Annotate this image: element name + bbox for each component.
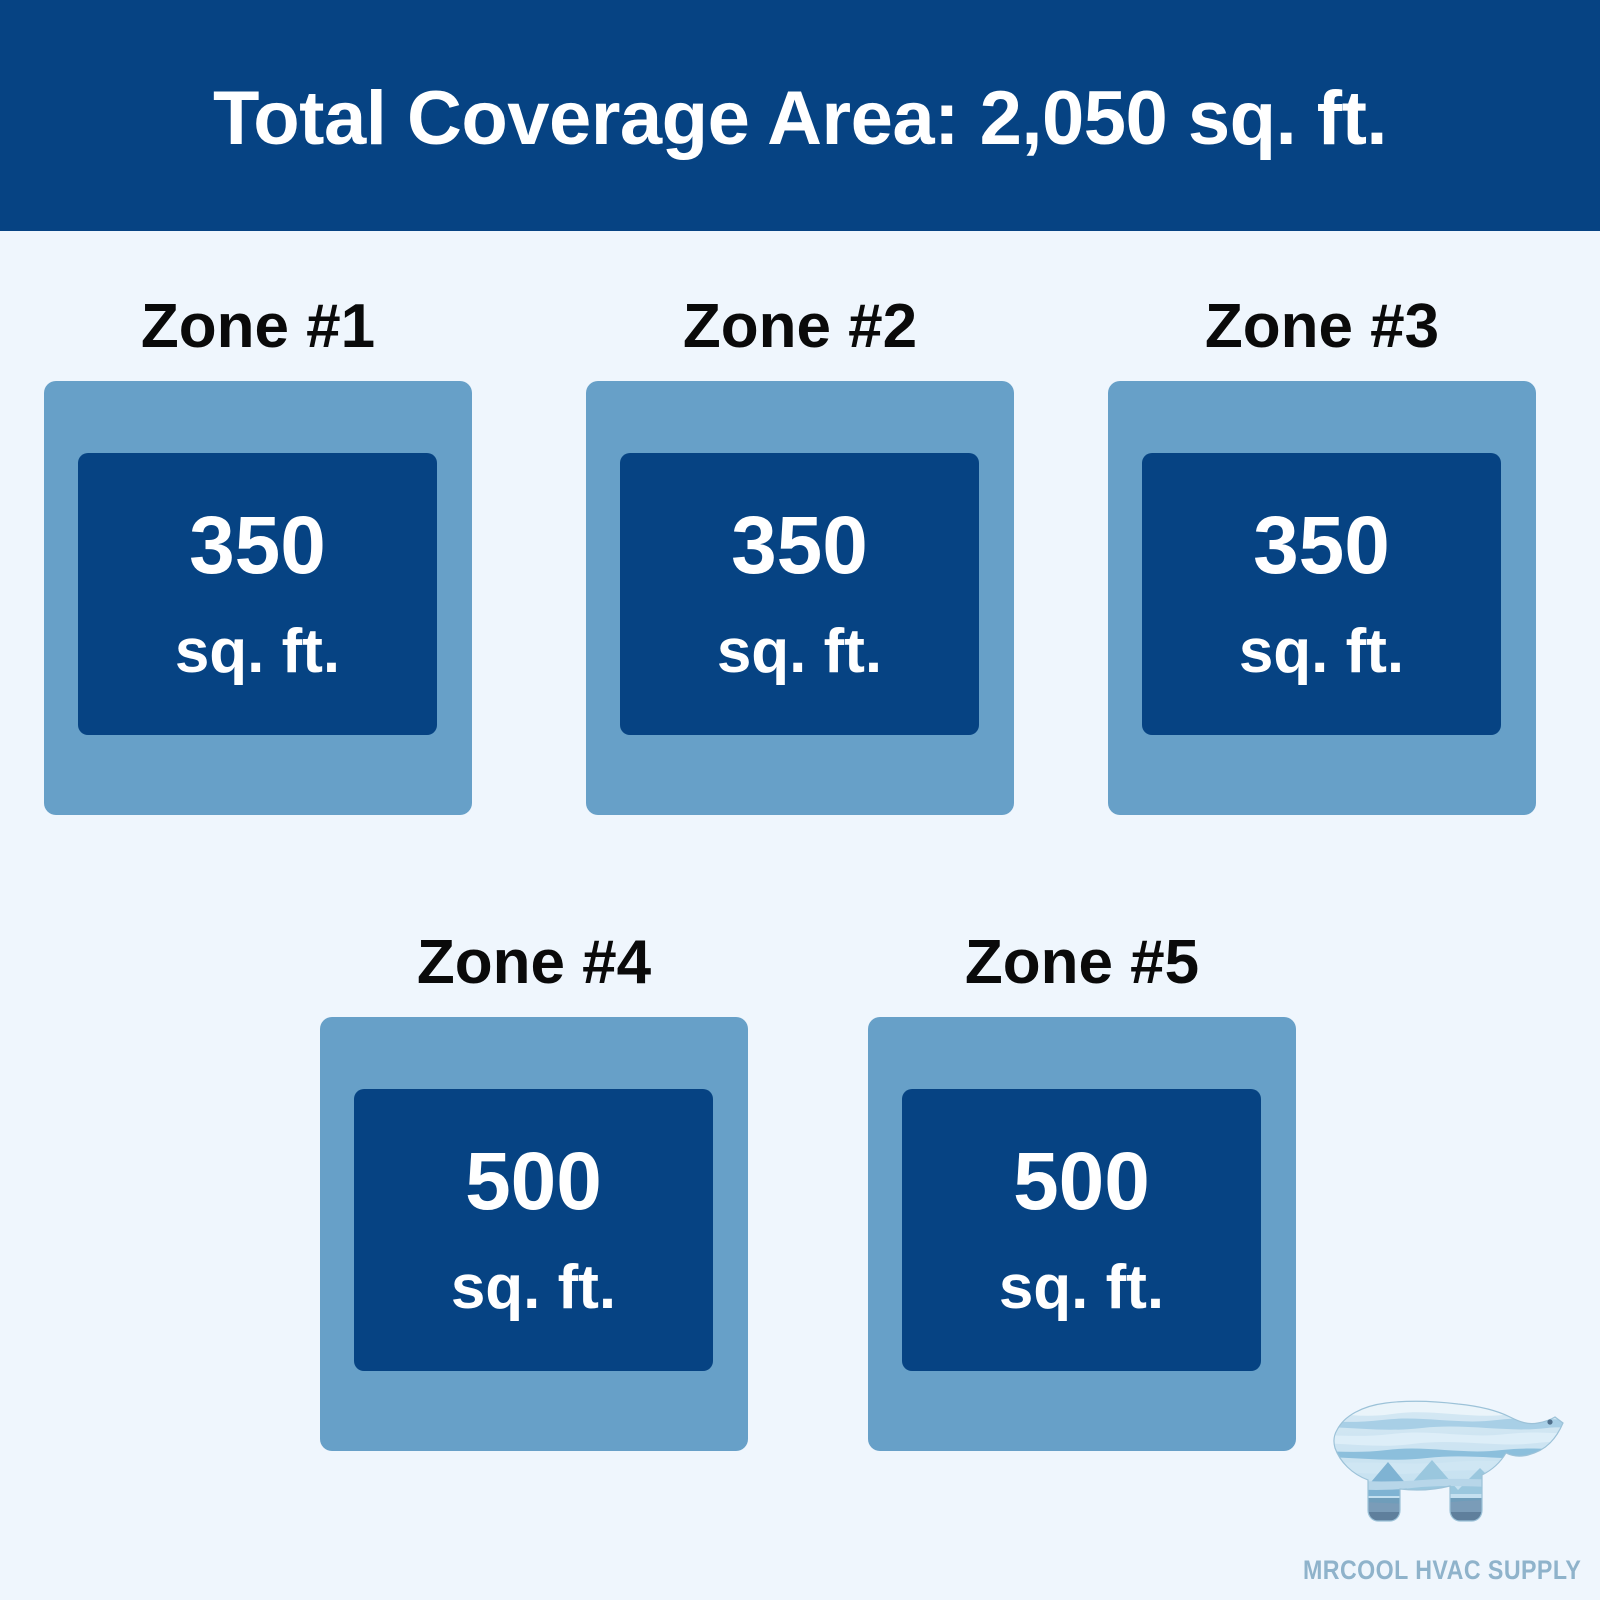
zone-outer-area: 500 sq. ft.	[868, 1017, 1296, 1451]
zone-label: Zone #3	[1204, 292, 1440, 361]
zone-unit: sq. ft.	[716, 617, 883, 686]
zone-card-4[interactable]: Zone #4 500 sq. ft.	[320, 932, 748, 1451]
zone-value: 350	[1253, 500, 1390, 591]
polar-bear-icon	[1333, 1400, 1564, 1522]
zone-inner-area: 350 sq. ft.	[78, 453, 437, 735]
zone-outer-area: 350 sq. ft.	[44, 381, 472, 815]
zone-card-5[interactable]: Zone #5 500 sq. ft.	[868, 932, 1296, 1451]
zone-outer-area: 350 sq. ft.	[1108, 381, 1536, 815]
page-title: Total Coverage Area: 2,050 sq. ft.	[212, 75, 1388, 161]
bear-texture-layers	[1333, 1401, 1564, 1521]
bear-eye-icon	[1547, 1419, 1553, 1425]
zone-outer-area: 350 sq. ft.	[586, 381, 1014, 815]
zone-inner-area: 500 sq. ft.	[902, 1089, 1261, 1371]
zone-value: 350	[189, 500, 326, 591]
zone-inner-area: 350 sq. ft.	[620, 453, 979, 735]
zone-unit: sq. ft.	[1238, 617, 1405, 686]
zone-card-1[interactable]: Zone #1 350 sq. ft.	[44, 296, 472, 815]
bear-outline	[1333, 1400, 1564, 1522]
header-band: Total Coverage Area: 2,050 sq. ft.	[0, 0, 1600, 231]
zone-unit: sq. ft.	[174, 617, 341, 686]
zone-unit: sq. ft.	[998, 1253, 1165, 1322]
logo-wordmark: MRCOOL HVAC SUPPLY	[1303, 1555, 1582, 1585]
brand-logo: MRCOOL HVAC SUPPLY	[1282, 1390, 1582, 1590]
zone-value: 500	[465, 1136, 602, 1227]
zone-label: Zone #1	[140, 292, 376, 361]
zone-label: Zone #4	[416, 928, 652, 997]
zone-label: Zone #2	[682, 292, 918, 361]
zone-value: 350	[731, 500, 868, 591]
zone-inner-area: 500 sq. ft.	[354, 1089, 713, 1371]
zone-label: Zone #5	[964, 928, 1200, 997]
zone-card-2[interactable]: Zone #2 350 sq. ft.	[586, 296, 1014, 815]
zone-outer-area: 500 sq. ft.	[320, 1017, 748, 1451]
zone-inner-area: 350 sq. ft.	[1142, 453, 1501, 735]
zone-value: 500	[1013, 1136, 1150, 1227]
zone-unit: sq. ft.	[450, 1253, 617, 1322]
zone-card-3[interactable]: Zone #3 350 sq. ft.	[1108, 296, 1536, 815]
